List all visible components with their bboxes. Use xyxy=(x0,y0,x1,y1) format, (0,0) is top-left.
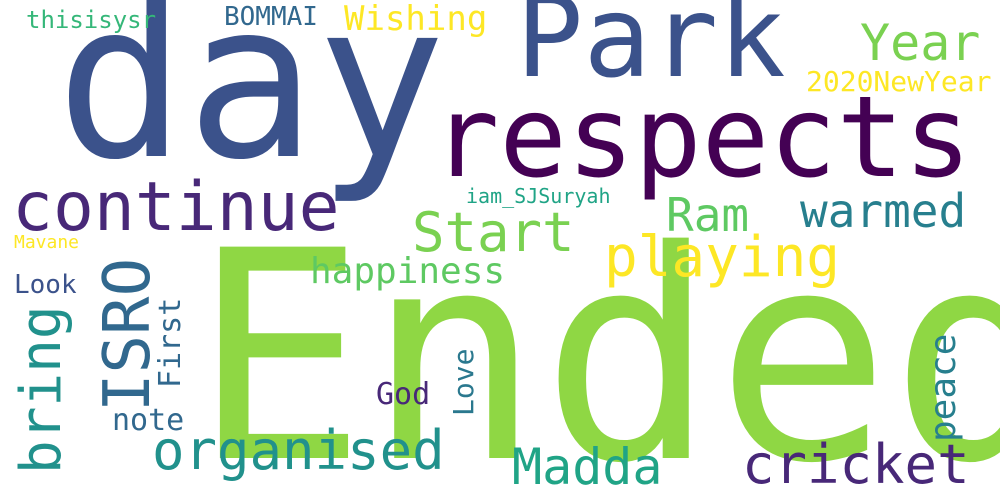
word-mavane: Mavane xyxy=(14,232,80,253)
word-thisisysr: thisisysr xyxy=(26,6,157,34)
word-playing: playing xyxy=(604,225,841,290)
word-peace: peace xyxy=(923,333,964,442)
word-park: Park xyxy=(516,0,786,103)
word-love: Love xyxy=(447,348,480,416)
word-ram: Ram xyxy=(666,188,750,242)
word-organised: organised xyxy=(152,419,445,482)
word-iam-sjsuryah: iam_SJSuryah xyxy=(466,184,611,208)
word-happiness: happiness xyxy=(310,251,506,292)
word-respects: respects xyxy=(432,73,972,203)
word-continue: continue xyxy=(12,168,340,247)
word-warmed: warmed xyxy=(800,184,967,238)
word-cricket: cricket xyxy=(742,433,970,496)
word-bring: bring xyxy=(9,305,74,474)
word-start: Start xyxy=(412,201,575,264)
word-year: Year xyxy=(860,14,981,72)
word-wishing: Wishing xyxy=(344,0,488,39)
word-isro: ISRO xyxy=(91,257,165,412)
word-day: day xyxy=(56,0,447,207)
word-madda: Madda xyxy=(512,438,663,496)
word-note: note xyxy=(112,403,185,438)
word-2020newyear: 2020NewYear xyxy=(806,65,992,98)
word-first: First xyxy=(153,297,188,388)
word-look: Look xyxy=(14,270,77,300)
word-god: God xyxy=(376,377,431,412)
word-bommai: BOMMAI xyxy=(224,2,318,32)
word-ended: Ended xyxy=(192,190,1000,500)
